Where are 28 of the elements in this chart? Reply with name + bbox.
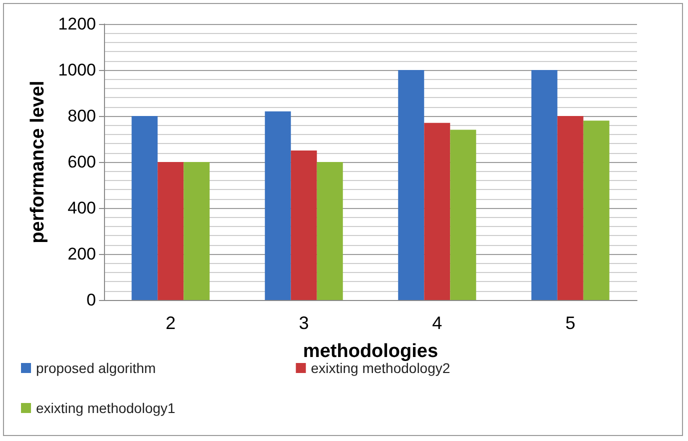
y-tick-label: 1200 bbox=[58, 14, 96, 34]
x-tick-label: 4 bbox=[432, 313, 442, 333]
bar bbox=[264, 111, 291, 300]
bar bbox=[290, 150, 317, 300]
bar bbox=[184, 162, 210, 300]
y-axis-title: performance level bbox=[27, 80, 48, 244]
y-tick-label: 600 bbox=[68, 152, 96, 172]
x-axis-title: methodologies bbox=[302, 341, 438, 362]
legend-label: exixting methodology1 bbox=[36, 400, 176, 416]
x-tick-label: 2 bbox=[166, 313, 176, 333]
y-tick-label: 200 bbox=[68, 244, 96, 264]
bar bbox=[316, 162, 343, 300]
y-tick-label: 0 bbox=[86, 290, 96, 310]
x-tick-label: 5 bbox=[565, 313, 576, 333]
y-tick-label: 400 bbox=[68, 198, 96, 218]
y-tick-label: 1000 bbox=[58, 60, 96, 80]
bar bbox=[583, 120, 610, 300]
y-tick-label: 800 bbox=[68, 106, 96, 126]
bar bbox=[398, 70, 424, 300]
x-tick-label: 3 bbox=[298, 313, 309, 333]
legend-label: exixting methodology2 bbox=[310, 360, 450, 376]
bar bbox=[557, 116, 584, 300]
bar bbox=[450, 130, 476, 300]
bar bbox=[158, 162, 184, 300]
legend-label: proposed algorithm bbox=[36, 360, 156, 376]
bar bbox=[424, 122, 450, 300]
bar bbox=[531, 70, 558, 300]
bar bbox=[132, 116, 158, 300]
